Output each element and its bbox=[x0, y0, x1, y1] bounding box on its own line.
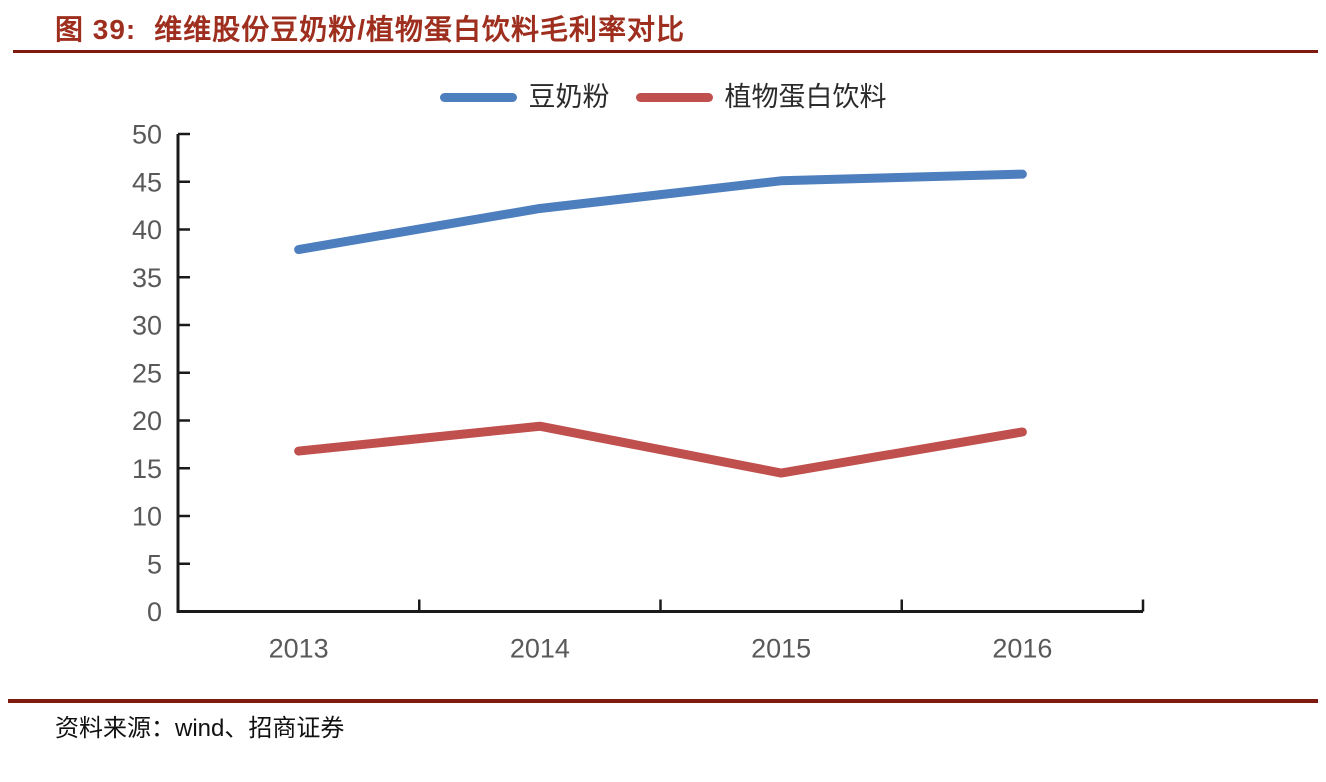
svg-text:5: 5 bbox=[147, 549, 162, 579]
svg-text:30: 30 bbox=[132, 311, 162, 341]
svg-text:15: 15 bbox=[132, 454, 162, 484]
figure-title-text: 维维股份豆奶粉/植物蛋白饮料毛利率对比 bbox=[154, 14, 686, 45]
svg-text:2013: 2013 bbox=[269, 634, 329, 664]
svg-text:35: 35 bbox=[132, 263, 162, 293]
legend-item-plant-protein-drink: 植物蛋白饮料 bbox=[635, 82, 887, 112]
svg-text:40: 40 bbox=[132, 215, 162, 245]
svg-text:25: 25 bbox=[132, 358, 162, 388]
svg-text:10: 10 bbox=[132, 502, 162, 532]
legend-item-soymilk-powder: 豆奶粉 bbox=[439, 82, 610, 112]
legend-label: 豆奶粉 bbox=[528, 82, 610, 112]
figure-title: 图 39: 维维股份豆奶粉/植物蛋白饮料毛利率对比 bbox=[55, 8, 685, 48]
figure-number: 图 39: bbox=[55, 14, 137, 45]
legend-label: 植物蛋白饮料 bbox=[724, 82, 887, 112]
svg-text:20: 20 bbox=[132, 406, 162, 436]
svg-text:45: 45 bbox=[132, 167, 162, 197]
footer-divider bbox=[8, 699, 1318, 703]
legend-swatch-0 bbox=[439, 93, 517, 102]
chart-legend: 豆奶粉 植物蛋白饮料 bbox=[0, 84, 1326, 111]
legend-swatch-1 bbox=[635, 93, 713, 102]
svg-text:2015: 2015 bbox=[751, 634, 811, 664]
title-divider bbox=[13, 50, 1318, 53]
svg-text:2016: 2016 bbox=[992, 634, 1052, 664]
svg-text:0: 0 bbox=[147, 597, 162, 627]
svg-text:50: 50 bbox=[132, 120, 162, 150]
source-note: 资料来源：wind、招商证券 bbox=[55, 715, 345, 742]
svg-text:2014: 2014 bbox=[510, 634, 570, 664]
